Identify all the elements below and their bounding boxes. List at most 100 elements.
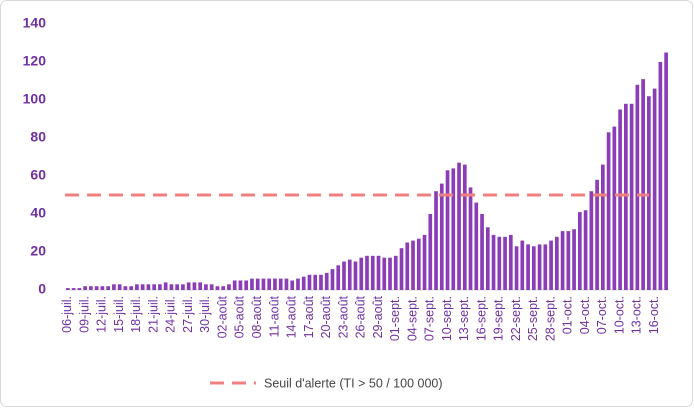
bar	[554, 236, 559, 290]
bar	[290, 280, 295, 290]
bar	[503, 236, 507, 290]
x-tick-label: 17-août	[302, 295, 316, 338]
bar	[474, 202, 479, 290]
bar	[106, 286, 110, 290]
bar	[445, 170, 450, 290]
bar	[342, 261, 346, 290]
x-tick-label: 18-juil.	[129, 296, 143, 333]
bar	[129, 286, 133, 290]
bar	[198, 282, 203, 290]
legend-label: Seuil d'alerte (TI > 50 / 100 000)	[264, 376, 443, 390]
bar	[497, 236, 502, 290]
bar	[566, 231, 571, 290]
bar	[278, 278, 283, 290]
x-tick-label: 12-juil.	[95, 296, 109, 333]
bar	[641, 79, 645, 290]
x-tick-label: 11-août	[267, 295, 281, 337]
bar	[227, 284, 231, 290]
bar	[221, 286, 226, 290]
bar	[192, 282, 197, 290]
x-tick-label: 05-août	[233, 295, 247, 338]
bar	[296, 278, 300, 290]
bar	[232, 280, 237, 290]
bar	[175, 284, 180, 290]
bar	[244, 280, 249, 290]
y-tick-label: 80	[30, 129, 46, 145]
bar	[117, 284, 122, 290]
bar	[123, 286, 128, 290]
x-tick-label: 01-oct.	[561, 296, 575, 334]
x-tick-label: 14-août	[285, 295, 299, 338]
bar	[255, 278, 260, 290]
x-tick-label: 06-juil.	[60, 296, 74, 333]
x-tick-label: 20-août	[319, 295, 333, 338]
bar	[520, 240, 525, 290]
x-tick-label: 10-oct.	[612, 296, 626, 334]
bar	[572, 229, 576, 290]
x-tick-label: 21-juil.	[146, 296, 160, 333]
bar	[267, 278, 272, 290]
bar	[204, 284, 208, 290]
y-tick-label: 40	[30, 205, 46, 221]
x-tick-label: 08-août	[250, 295, 264, 338]
bar	[595, 179, 599, 290]
bar	[163, 282, 168, 290]
x-tick-label: 13-oct.	[630, 296, 644, 334]
x-tick-label: 10-sept.	[440, 296, 454, 341]
y-tick-label: 100	[23, 91, 47, 107]
bar	[635, 84, 640, 290]
bar	[629, 103, 634, 290]
y-tick-label: 140	[23, 15, 47, 31]
bar	[273, 278, 277, 290]
bar	[583, 210, 588, 290]
bar	[313, 274, 318, 290]
bar	[347, 259, 352, 290]
bar	[658, 62, 663, 290]
bar	[152, 284, 157, 290]
bar	[66, 288, 70, 290]
bar	[301, 276, 306, 290]
bar	[451, 168, 456, 290]
x-tick-label: 07-oct.	[595, 296, 609, 334]
bar	[324, 272, 329, 290]
x-tick-label: 02-août	[215, 295, 229, 338]
y-tick-label: 60	[30, 167, 46, 183]
bar	[462, 164, 467, 290]
x-tick-label: 24-juil.	[164, 296, 178, 333]
bar	[508, 234, 513, 290]
bar	[526, 244, 530, 290]
bar	[83, 286, 87, 290]
bar	[664, 52, 668, 290]
bar	[480, 214, 484, 290]
bar	[543, 244, 548, 290]
bar	[181, 284, 185, 290]
x-tick-label: 29-août	[371, 295, 385, 338]
bar	[531, 246, 536, 290]
bar	[618, 109, 622, 290]
x-tick-label: 23-août	[336, 295, 350, 338]
bar	[624, 103, 628, 290]
x-tick-label: 09-juil.	[77, 296, 91, 333]
bar	[652, 88, 657, 290]
bar	[468, 187, 473, 290]
x-tick-label: 01-sept.	[388, 296, 402, 341]
bar	[100, 286, 105, 290]
bar	[439, 183, 444, 290]
bar	[158, 284, 162, 290]
bar	[577, 212, 582, 290]
bar	[388, 257, 392, 290]
bar	[330, 269, 335, 290]
bar	[601, 164, 605, 290]
bar	[405, 242, 410, 290]
x-tick-label: 22-sept.	[509, 296, 523, 341]
bar	[434, 191, 438, 290]
bar	[411, 240, 415, 290]
x-tick-label: 25-sept.	[526, 296, 540, 341]
bar	[140, 284, 145, 290]
x-tick-label: 26-août	[354, 295, 368, 338]
bar	[457, 162, 461, 290]
bar	[612, 126, 617, 290]
bar	[261, 278, 266, 290]
bar	[353, 261, 358, 290]
bar	[89, 286, 93, 290]
